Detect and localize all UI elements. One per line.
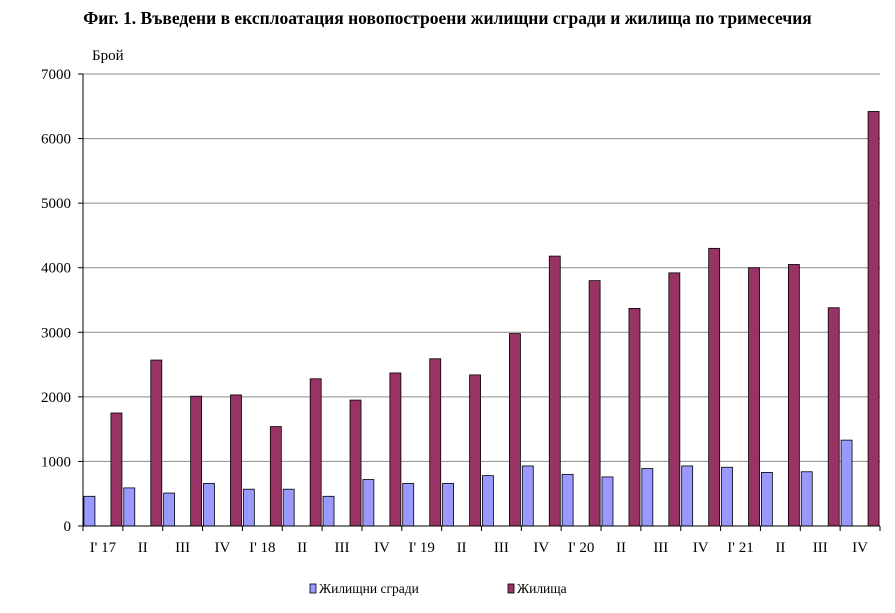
bar-dwellings xyxy=(588,280,601,527)
bar-buildings xyxy=(561,473,574,527)
bar-buildings xyxy=(442,482,454,527)
x-tick-label: III xyxy=(813,540,828,556)
bar-dwellings xyxy=(150,359,163,527)
x-tick-label: III xyxy=(494,540,509,556)
x-tick-label: IV xyxy=(693,540,709,556)
bar-dwellings xyxy=(509,333,521,527)
y-tick-label: 2000 xyxy=(41,390,71,406)
bar-buildings xyxy=(282,488,295,527)
bar-dwellings xyxy=(309,378,322,527)
x-tick-label: I' 17 xyxy=(90,540,117,556)
y-tick-label: 5000 xyxy=(41,196,71,212)
x-tick-label: II xyxy=(297,540,307,556)
x-tick-label: IV xyxy=(215,540,231,556)
bar-buildings xyxy=(242,488,255,527)
bar-buildings xyxy=(760,472,773,527)
bar-dwellings xyxy=(429,358,442,527)
y-tick-label: 3000 xyxy=(41,325,71,341)
y-axis-label: Брой xyxy=(92,48,124,64)
bar-dwellings xyxy=(867,111,880,527)
y-axis-ticks: 0 1000 2000 3000 4000 5000 6000 7000 xyxy=(41,67,83,535)
x-tick-label: II xyxy=(138,540,148,556)
bar-buildings xyxy=(681,465,694,527)
bar-buildings xyxy=(402,482,415,527)
bar-buildings xyxy=(163,492,176,527)
bar-dwellings xyxy=(708,247,721,527)
bar-buildings xyxy=(482,475,494,527)
bar-dwellings xyxy=(269,426,282,527)
bar-dwellings xyxy=(389,372,402,527)
x-tick-label: I' 19 xyxy=(408,540,434,556)
bar-dwellings xyxy=(469,374,481,527)
x-tick-label: III xyxy=(653,540,668,556)
legend-swatch xyxy=(507,583,515,594)
x-tick-label: IV xyxy=(374,540,390,556)
bars xyxy=(83,111,880,527)
x-tick-label: III xyxy=(335,540,350,556)
y-tick-label: 1000 xyxy=(41,454,71,470)
bar-buildings xyxy=(123,487,136,527)
bar-dwellings xyxy=(827,307,840,527)
x-tick-label: II xyxy=(616,540,626,556)
bar-dwellings xyxy=(628,307,641,527)
legend-label: Жилищни сгради xyxy=(319,581,419,596)
bar-buildings xyxy=(800,471,813,527)
bar-dwellings xyxy=(548,255,561,527)
bar-buildings xyxy=(641,468,654,527)
bar-dwellings xyxy=(787,264,800,527)
bar-buildings xyxy=(721,466,733,527)
x-tick-label: III xyxy=(175,540,190,556)
bar-buildings xyxy=(203,482,215,527)
x-tick-label: I' 20 xyxy=(568,540,594,556)
bar-dwellings xyxy=(668,272,681,527)
bar-buildings xyxy=(322,495,335,527)
x-tick-label: IV xyxy=(533,540,549,556)
bar-dwellings xyxy=(110,412,123,527)
x-tick-label: I' 18 xyxy=(249,540,275,556)
y-tick-label: 7000 xyxy=(41,67,71,83)
legend-label: Жилища xyxy=(517,581,567,596)
bar-buildings xyxy=(601,476,614,527)
bar-dwellings xyxy=(748,267,760,527)
bar-buildings xyxy=(840,439,853,527)
bar-dwellings xyxy=(190,395,203,527)
y-tick-label: 6000 xyxy=(41,132,71,148)
x-axis-ticks: I' 17 II III IV I' 18 II III IV I' 19 II III IV I' 2… xyxy=(82,526,881,556)
bar-buildings xyxy=(521,465,534,527)
bar-dwellings xyxy=(230,394,242,527)
x-tick-label: I' 21 xyxy=(727,540,753,556)
x-tick-label: II xyxy=(775,540,785,556)
legend: Жилищни сгради Жилища xyxy=(309,581,567,596)
x-tick-label: IV xyxy=(852,540,868,556)
bar-dwellings xyxy=(349,399,362,527)
legend-swatch xyxy=(309,583,317,594)
y-tick-label: 4000 xyxy=(41,261,71,277)
chart-title: Фиг. 1. Въведени в експлоатация новопост… xyxy=(83,8,812,28)
y-tick-label: 0 xyxy=(64,519,72,535)
grid-lines xyxy=(83,73,880,462)
bar-buildings xyxy=(362,479,375,527)
x-tick-label: II xyxy=(457,540,467,556)
bar-buildings xyxy=(83,495,96,527)
